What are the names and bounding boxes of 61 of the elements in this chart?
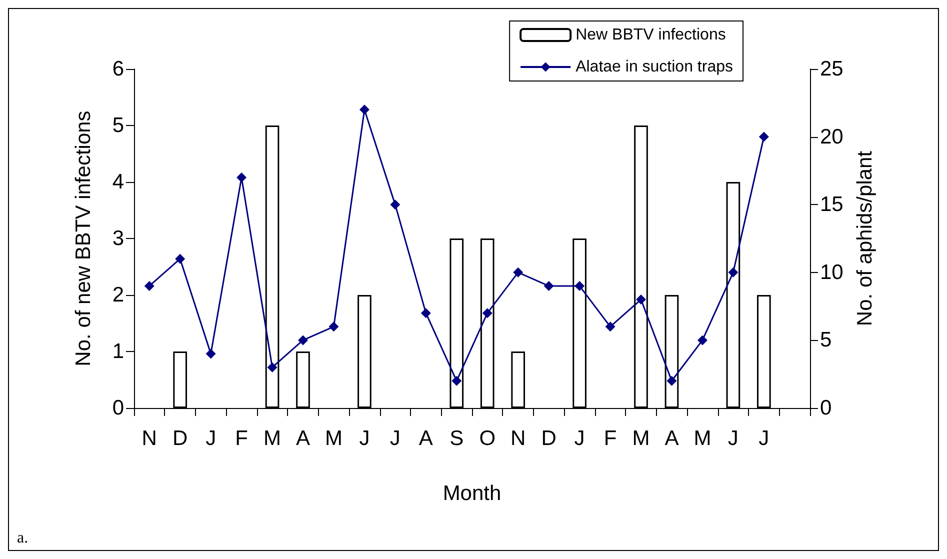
y-tick-label: 5 [112,114,124,137]
x-tick-label: M [264,427,282,450]
point [206,348,216,359]
y2-tick-label: 5 [820,328,832,352]
point [452,376,462,386]
x-tick-label: J [390,427,400,450]
point [267,362,278,372]
y-axis-title: No. of new BBTV infections [72,110,95,366]
point [728,267,738,278]
point [666,376,677,386]
y2-axis-title: No. of aphids/plant [853,150,876,326]
y2-tick-label: 20 [820,125,844,148]
y-tick-label: 1 [112,340,124,363]
point [697,335,708,346]
y-tick-label: 2 [112,284,124,306]
x-tick-label: M [324,427,342,450]
y-tick-label: 0 [112,396,124,420]
x-tick-label: D [541,427,556,450]
legend-label: Alatae in suction traps [576,58,733,76]
y-tick-label: 3 [112,227,124,250]
x-tick-label: J [206,427,216,450]
x-tick-label: N [142,427,157,450]
point [544,280,554,291]
x-tick-label: J [574,427,585,450]
legend-label: New BBTV infections [576,26,726,44]
point [359,104,370,115]
x-tick-label: A [296,427,310,450]
x-tick-label: F [604,427,617,450]
x-tick-label: J [359,427,370,450]
point [636,294,646,305]
y2-tick-label: 0 [820,396,832,420]
point [390,200,400,210]
point [758,132,769,142]
point [513,267,524,278]
x-tick-label: D [172,427,188,450]
point [574,280,585,291]
x-tick-label: M [632,427,650,450]
x-tick-label: M [694,427,712,450]
point [328,322,339,332]
x-tick-label: N [510,427,526,450]
x-tick-label: F [235,427,248,450]
text: a. [17,530,28,546]
y2-tick-label: 10 [820,260,844,284]
point [482,308,492,318]
x-tick-label: O [479,427,496,450]
point [175,254,186,264]
x-tick-label: J [728,427,738,450]
x-tick-label: J [758,427,770,450]
x-axis-title: Month [442,482,502,505]
y2-tick-label: 15 [820,193,844,216]
point [605,322,616,332]
point [420,308,431,318]
point [236,172,247,182]
y-tick-label: 6 [112,58,124,80]
x-tick-label: S [450,427,464,450]
x-tick-label: A [418,427,433,450]
y-tick-label: 4 [112,170,124,194]
y2-tick-label: 25 [820,58,844,80]
x-tick-label: A [664,427,679,450]
point [144,280,154,291]
point [298,335,308,346]
